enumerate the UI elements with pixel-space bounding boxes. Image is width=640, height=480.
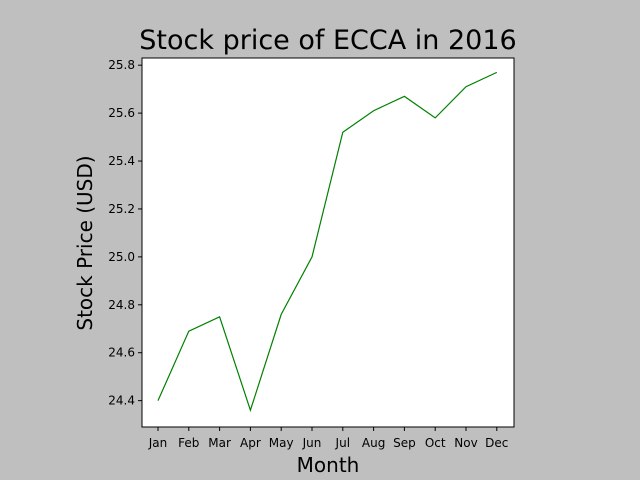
x-axis-label: Month	[297, 453, 360, 477]
y-axis-label: Stock Price (USD)	[73, 155, 97, 330]
x-tick-label: Feb	[178, 436, 199, 450]
x-tick-label: Apr	[240, 436, 261, 450]
x-tick-label: Jan	[148, 436, 168, 450]
series-line	[157, 71, 498, 413]
x-tick-label: May	[269, 436, 294, 450]
x-tick-label: Nov	[454, 436, 477, 450]
y-tick-label: 24.4	[108, 394, 135, 408]
x-tick-label: Jun	[302, 436, 322, 450]
plot-area	[141, 57, 515, 428]
y-tick-label: 25.4	[108, 154, 135, 168]
x-tick-label: Sep	[393, 436, 416, 450]
y-tick-label: 24.6	[108, 346, 135, 360]
y-tick-label: 25.8	[108, 58, 135, 72]
x-tick-label: Aug	[362, 436, 385, 450]
y-tick-label: 25.6	[108, 106, 135, 120]
x-tick-label: Mar	[208, 436, 231, 450]
x-axis-ticks: Jan Feb Mar Apr May Jun Jul Aug Sep Oct Nov Dec	[148, 427, 508, 450]
y-tick-label: 25.0	[108, 250, 135, 264]
x-tick-label: Jul	[335, 436, 350, 450]
y-axis-ticks: 24.4 24.6 24.8 25.0 25.2 25.4 25.6 25.8	[108, 58, 142, 408]
y-tick-label: 25.2	[108, 202, 135, 216]
x-tick-label: Dec	[485, 436, 508, 450]
y-tick-label: 24.8	[108, 298, 135, 312]
chart-title: Stock price of ECCA in 2016	[139, 25, 516, 56]
x-tick-label: Oct	[425, 436, 446, 450]
